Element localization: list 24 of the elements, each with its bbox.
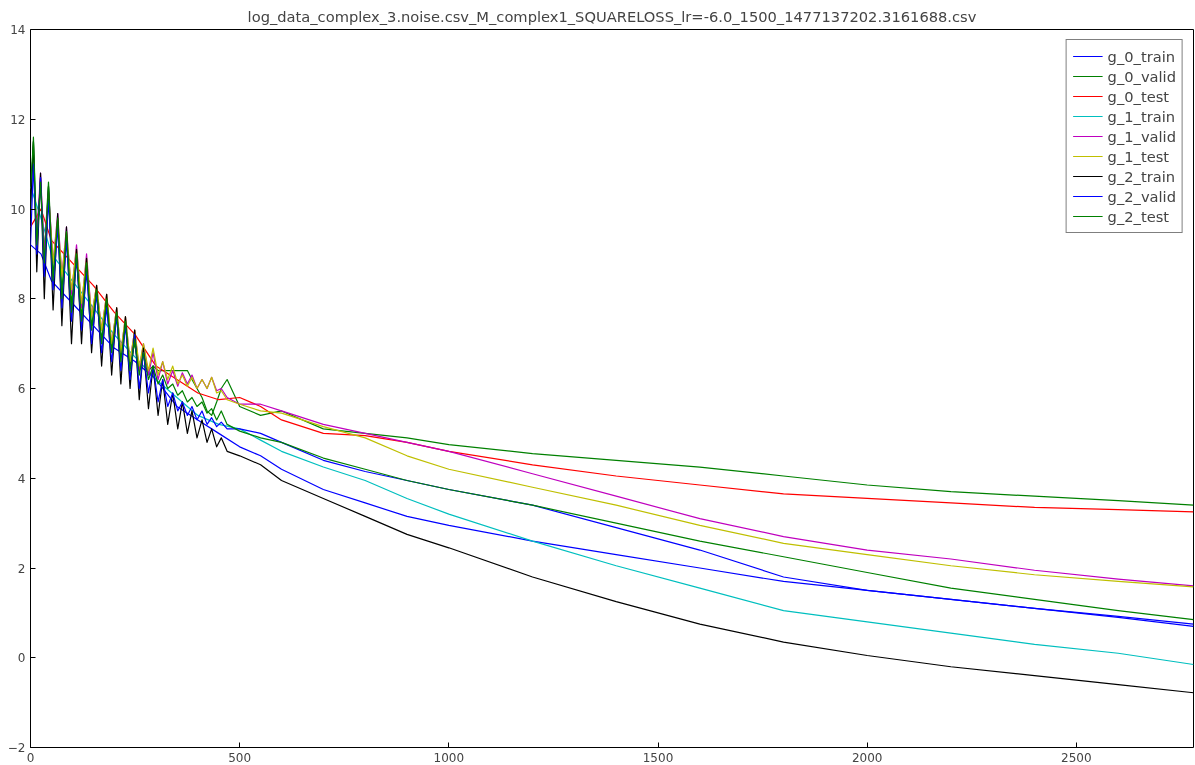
y-tick-label: 12 — [10, 112, 26, 127]
legend-label: g_1_valid — [1107, 127, 1176, 145]
x-tick-label: 1000 — [433, 750, 465, 765]
chart-title: log_data_complex_3.noise.csv_M_complex1_SQUARELOSS_lr=-6.0_1500_1477137202.3161688.csv — [247, 7, 977, 25]
y-tick-label: 6 — [17, 382, 26, 396]
y-tick-label: 0 — [17, 651, 26, 666]
y-tick-label: 8 — [17, 292, 26, 307]
y-tick-label: 14 — [10, 23, 26, 37]
legend-label: g_2_valid — [1107, 187, 1176, 205]
legend-label: g_0_valid — [1107, 67, 1176, 85]
x-tick-label: 500 — [228, 750, 252, 765]
legend-label: g_1_test — [1107, 147, 1170, 165]
legend-label: g_0_test — [1107, 87, 1170, 105]
y-tick-label: 10 — [10, 202, 26, 217]
x-tick-label: 2000 — [851, 750, 883, 765]
legend-label: g_2_test — [1107, 207, 1170, 225]
legend-label: g_2_train — [1107, 167, 1176, 185]
x-tick-label: 2500 — [1061, 750, 1092, 765]
y-tick-label: 2 — [17, 561, 26, 576]
y-tick-label: 4 — [17, 471, 26, 486]
legend-label: g_0_train — [1107, 47, 1176, 65]
x-tick-label: 1500 — [642, 750, 674, 765]
legend-label: g_1_train — [1107, 107, 1176, 125]
y-tick-label: −2 — [7, 741, 26, 755]
